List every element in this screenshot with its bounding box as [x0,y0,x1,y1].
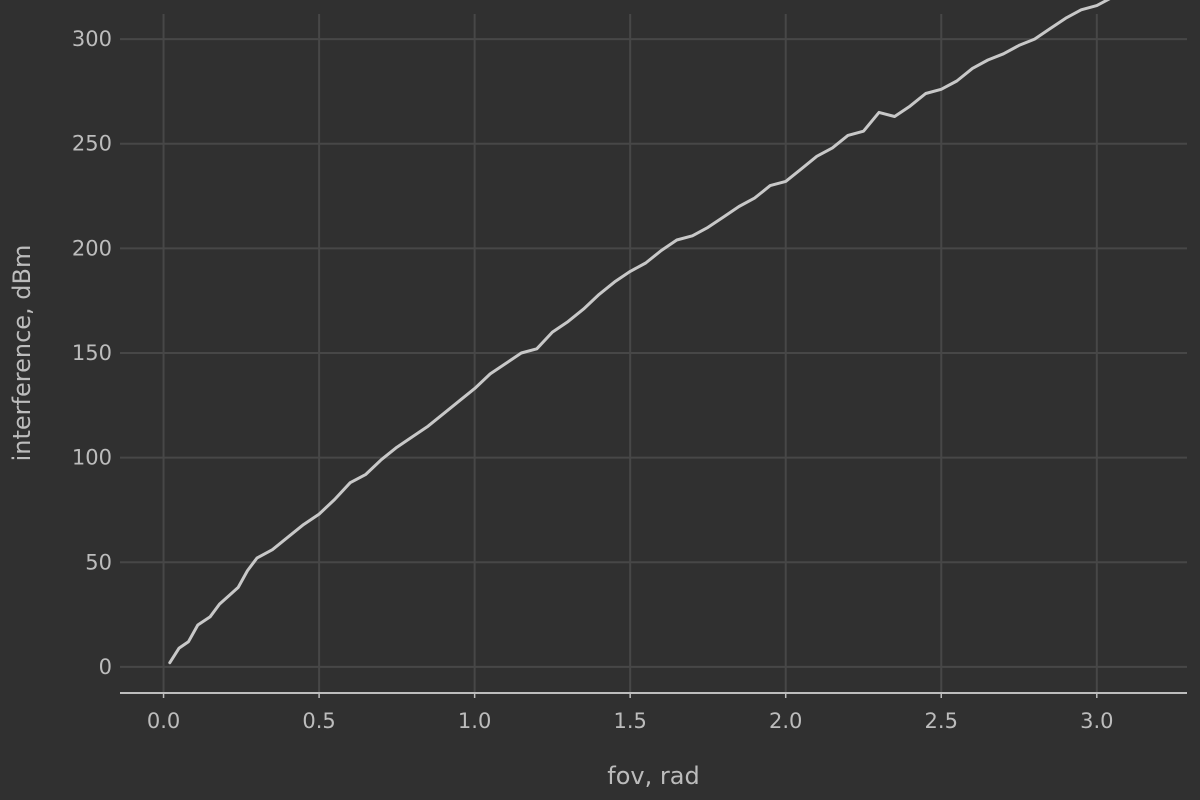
x-tick-label: 2.0 [769,709,802,733]
x-tick-label: 1.5 [613,709,646,733]
x-tick-label: 3.0 [1080,709,1113,733]
y-axis-ticks: 0 50 100 150 200 250 300 [72,27,112,679]
x-tick-label: 1.0 [458,709,491,733]
x-tick-label: 2.5 [925,709,958,733]
y-axis-title: interference, dBm [8,245,36,462]
y-tick-label: 300 [72,27,112,51]
y-tick-label: 150 [72,341,112,365]
y-tick-label: 200 [72,236,112,260]
series-layer [168,0,1111,665]
x-axis-title: fov, rad [607,762,699,790]
y-tick-label: 250 [72,132,112,156]
series-line [168,0,1111,665]
y-tick-label: 50 [85,550,112,574]
y-grid [120,38,1187,668]
y-tick-label: 0 [99,655,112,679]
x-tick-label: 0.5 [302,709,335,733]
y-tick-label: 100 [72,446,112,470]
x-axis-ticks: 0.0 0.5 1.0 1.5 2.0 2.5 3.0 [147,692,1113,733]
x-tick-label: 0.0 [147,709,180,733]
